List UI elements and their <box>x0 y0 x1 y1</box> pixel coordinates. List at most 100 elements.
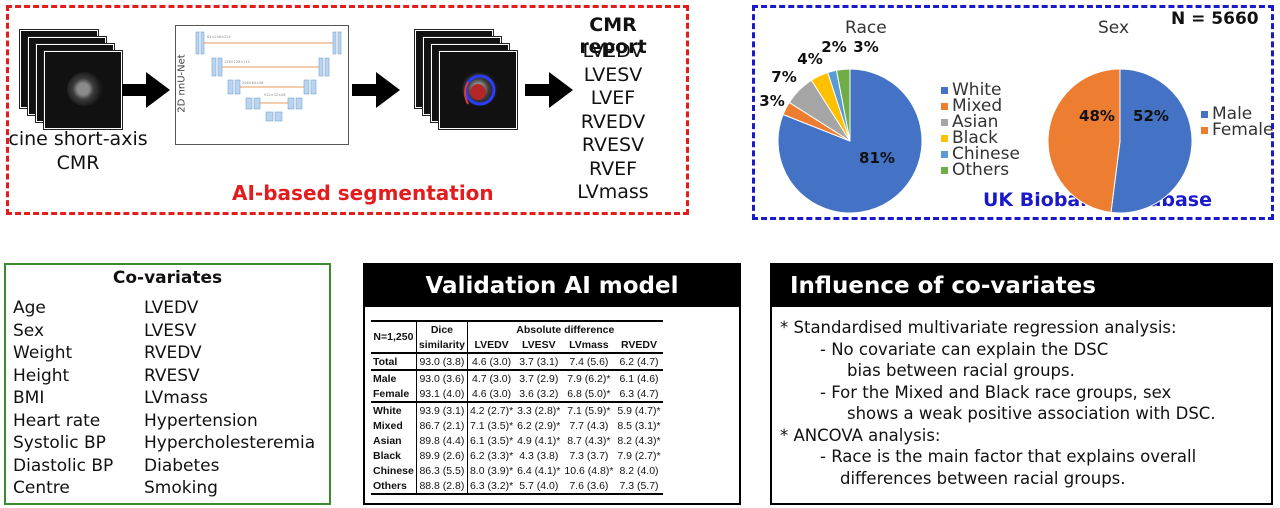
covariate-item: LVEDV <box>144 298 199 318</box>
covariate-item: Hypercholesteremia <box>144 433 316 453</box>
table-cell: 6.8 (5.0)* <box>567 387 611 400</box>
segmentation-pipeline-panel <box>6 5 689 215</box>
report-item: LVmass <box>577 181 649 203</box>
table-cell: 7.3 (3.7) <box>569 449 609 462</box>
covariate-item: RVESV <box>144 365 200 386</box>
table-cell: 6.1 (3.5)* <box>466 433 516 448</box>
row-label: Male <box>373 372 397 385</box>
report-title: CMR report <box>579 14 647 58</box>
influence-panel: Influence of co-variates * Standardised … <box>770 263 1273 505</box>
column-header: RVEDV <box>621 338 657 351</box>
table-cell: 7.6 (3.6) <box>569 479 609 492</box>
legend-swatch <box>941 166 948 174</box>
row-label: Others <box>373 479 407 492</box>
report-item: RVESV <box>581 134 645 156</box>
table-cell: 5.9 (4.7)* <box>617 404 661 417</box>
pie-slice-female <box>1047 68 1121 213</box>
table-cell: 88.8 (2.8) <box>415 478 468 494</box>
segmented-cine-stack <box>415 30 525 130</box>
table-cell: 8.2 (4.3)* <box>617 434 661 447</box>
sex-pie-chart: 52% 48% <box>1047 68 1193 214</box>
table-cell: 6.2 (2.9)* <box>517 419 561 432</box>
table-cell: 5.7 (4.0) <box>519 479 559 492</box>
pie-slice-others <box>835 68 851 142</box>
nnunet-diagram: 2D nnU-Net 64×256×224 128×128×112 256×64×… <box>175 25 349 145</box>
table-row: Others 88.8 (2.8) 6.3 (3.2)* 5.7 (4.0) 7.6 (… <box>371 478 663 494</box>
table-cell: 6.2 (3.3)* <box>466 448 516 463</box>
table-cell: 93.9 (3.1) <box>415 402 468 418</box>
legend-item: Chinese <box>941 144 1020 164</box>
abs-diff-header: Absolute difference <box>466 321 663 337</box>
influence-line: differences between racial groups. <box>840 469 1126 488</box>
legend-label: Mixed <box>952 96 1003 116</box>
report-item: LVESV <box>583 63 643 86</box>
covariate-item: Systolic BP <box>13 433 106 453</box>
row-label: White <box>373 404 402 417</box>
report-item: RVEDV <box>580 110 646 133</box>
mri-frame <box>439 51 517 129</box>
race-pie-chart: 81% 3% 7%4%2% 3% <box>759 38 923 214</box>
covariate-item: Height <box>13 365 70 386</box>
legend-item: Black <box>941 128 998 148</box>
covariate-item: LVESV <box>144 320 197 341</box>
table-cell: 93.1 (4.0) <box>415 386 468 402</box>
covariate-item: LVmass <box>144 388 208 408</box>
pie-label: 3% <box>853 38 878 56</box>
influence-line: - For the Mixed and Black race groups, s… <box>820 383 1172 402</box>
influence-line: - Race is the main factor that explains … <box>820 447 1197 466</box>
dice-header: similarity <box>415 337 468 353</box>
table-row: Asian 89.8 (4.4) 6.1 (3.5)* 4.9 (4.1)* 8.7 (… <box>371 433 663 448</box>
table-row: Black 89.9 (2.6) 6.2 (3.3)* 4.3 (3.8) 7.3 (3… <box>371 448 663 463</box>
row-label: Total <box>373 355 398 368</box>
table-cell: 7.7 (4.3) <box>569 419 609 432</box>
row-label: Female <box>373 387 410 400</box>
covariate-item: BMI <box>13 388 45 408</box>
svg-text:64×256×224: 64×256×224 <box>207 35 231 39</box>
table-row: Mixed 86.7 (2.1) 7.1 (3.5)* 6.2 (2.9)* 7.7 (… <box>371 418 663 433</box>
row-label: Black <box>373 449 402 462</box>
table-cell: 6.3 (3.2)* <box>466 478 516 494</box>
segmentation-overlay-icon <box>464 74 496 106</box>
pie-label: 52% <box>1133 107 1169 125</box>
legend-item: Asian <box>941 114 998 131</box>
covariate-item: Sex <box>13 320 45 341</box>
covariates-left-list: Age Sex Weight Height BMI Heart rate Systolic … <box>13 297 113 500</box>
table-cell: 93.0 (3.8) <box>415 353 468 370</box>
influence-line: - No covariate can explain the DSC <box>820 340 1109 359</box>
legend-label: Chinese <box>952 144 1020 164</box>
legend-swatch <box>941 150 948 158</box>
biobank-panel <box>752 5 1274 220</box>
table-cell: 86.7 (2.1) <box>415 418 468 433</box>
table-cell: 7.4 (5.6) <box>569 355 609 368</box>
legend-swatch <box>1201 110 1208 118</box>
legend-label: Black <box>952 128 998 148</box>
table-row: Male 93.0 (3.6) 4.7 (3.0) 3.7 (2.9) 7.9 (6.2… <box>371 370 663 386</box>
sex-chart-title: Sex <box>1098 18 1130 38</box>
report-item: LVEDV <box>582 40 644 62</box>
influence-line: shows a weak positive association with D… <box>847 404 1216 423</box>
table-cell: 6.1 (4.6) <box>619 372 659 385</box>
legend-swatch <box>941 86 948 94</box>
pie-slice-male <box>1110 68 1193 214</box>
table-cell: 4.6 (3.0) <box>466 386 516 402</box>
pie-label: 7% <box>771 68 796 86</box>
n-label: N = 5660 <box>1171 9 1259 29</box>
table-cell: 6.3 (4.7) <box>619 387 659 400</box>
legend-swatch <box>1201 126 1208 134</box>
validation-title: Validation AI model <box>365 265 739 307</box>
report-item: RVEF <box>588 157 638 180</box>
table-cell: 4.7 (3.0) <box>466 370 516 386</box>
covariate-item: Weight <box>13 343 73 363</box>
column-header: LVESV <box>521 338 556 351</box>
column-header: LVmass <box>569 338 609 351</box>
influence-title: Influence of co-variates <box>772 265 1271 307</box>
table-row: White 93.9 (3.1) 4.2 (2.7)* 3.3 (2.8)* 7.1 (… <box>371 402 663 418</box>
table-cell: 8.7 (4.3)* <box>567 434 611 447</box>
table-cell: 4.3 (3.8) <box>519 449 559 462</box>
covariate-item: RVEDV <box>144 343 202 363</box>
validation-panel: Validation AI model N=1,250 Dice Absolut… <box>363 263 741 505</box>
table-cell: 8.2 (4.0) <box>619 464 659 477</box>
table-cell: 3.7 (2.9) <box>519 372 559 385</box>
legend-swatch <box>941 118 948 126</box>
validation-table: N=1,250 Dice Absolute difference similar… <box>371 320 663 495</box>
